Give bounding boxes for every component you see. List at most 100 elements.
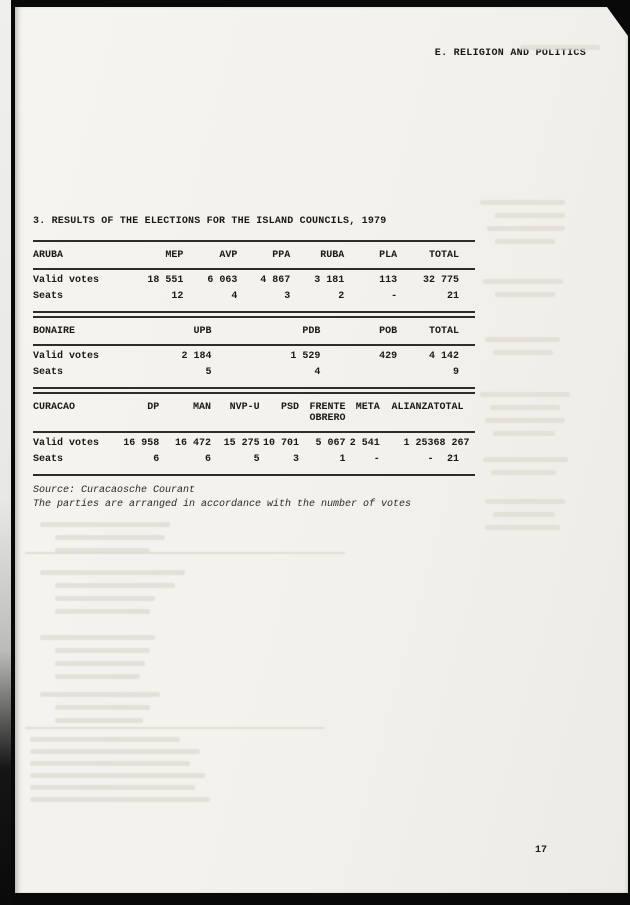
column-header: PSD bbox=[259, 393, 299, 433]
value-cell: 4 867 bbox=[260, 275, 291, 286]
column-header: NVP-U bbox=[211, 393, 260, 433]
page-title: 3. RESULTS OF THE ELECTIONS FOR THE ISLA… bbox=[33, 216, 387, 227]
bleedthrough-smudge bbox=[495, 213, 565, 218]
section-header: E. RELIGION AND POLITICS bbox=[434, 48, 586, 59]
header-row: CURACAO DP MAN NVP-U PSD FRENTE OBRERO META ALI… bbox=[33, 393, 475, 433]
value-cell bbox=[320, 362, 397, 388]
arrangement-note: The parties are arranged in accordance w… bbox=[33, 499, 412, 510]
bleedthrough-smudge bbox=[30, 773, 205, 778]
value-cell: 3 181 bbox=[314, 275, 345, 286]
value-cell: 68 267 bbox=[433, 438, 470, 449]
table-row: Valid votes 2 184 1 529 429 4 142 bbox=[33, 345, 475, 362]
bleedthrough-smudge bbox=[493, 431, 555, 436]
value-cell: 4 bbox=[231, 291, 238, 302]
column-header: MEP bbox=[116, 241, 184, 270]
bleedthrough-smudge bbox=[55, 674, 140, 679]
header-row: BONAIRE UPB PDB POB TOTAL bbox=[33, 317, 475, 346]
value-cell: 5 bbox=[253, 454, 260, 465]
value-cell: 2 184 bbox=[181, 351, 212, 362]
column-header: META bbox=[345, 393, 380, 433]
value-cell: 4 142 bbox=[428, 351, 459, 362]
bleedthrough-smudge bbox=[25, 727, 325, 729]
column-header: DP bbox=[115, 393, 160, 433]
header-row: ARUBA MEP AVP PPA RUBA PLA TOTAL bbox=[33, 241, 475, 270]
adjacent-page-edge bbox=[0, 0, 11, 905]
value-cell: 21 bbox=[446, 291, 459, 302]
bleedthrough-smudge bbox=[30, 785, 195, 790]
results-table-curacao: CURACAO DP MAN NVP-U PSD FRENTE OBRERO META ALI… bbox=[33, 392, 475, 476]
value-cell: 16 958 bbox=[123, 438, 160, 449]
source-note: Source: Curacaosche Courant bbox=[33, 485, 196, 496]
column-header: MAN bbox=[159, 393, 212, 433]
value-cell: 10 701 bbox=[262, 438, 299, 449]
value-cell: - bbox=[427, 454, 434, 465]
value-cell: 16 472 bbox=[175, 438, 212, 449]
tables-container: ARUBA MEP AVP PPA RUBA PLA TOTAL Valid votes 18 … bbox=[33, 240, 475, 479]
column-header: TOTAL bbox=[397, 241, 475, 270]
results-table-aruba: ARUBA MEP AVP PPA RUBA PLA TOTAL Valid votes 18 … bbox=[33, 240, 475, 313]
footnotes: Source: Curacaosche Courant The parties … bbox=[33, 484, 411, 512]
bleedthrough-smudge bbox=[25, 552, 345, 554]
value-cell: 5 bbox=[205, 367, 212, 378]
table-row: Valid votes 16 958 16 472 15 275 10 701 5 067… bbox=[33, 432, 475, 449]
row-label: Seats bbox=[33, 367, 64, 378]
value-cell: 1 529 bbox=[290, 351, 321, 362]
value-cell: - bbox=[391, 291, 398, 302]
value-cell: 6 bbox=[153, 454, 160, 465]
column-header: UPB bbox=[116, 317, 212, 346]
row-label: Seats bbox=[33, 454, 64, 465]
column-header: PDB bbox=[211, 317, 321, 346]
row-label: Valid votes bbox=[33, 351, 100, 362]
bleedthrough-smudge bbox=[485, 337, 560, 342]
value-cell: 1 253 bbox=[403, 438, 434, 449]
region-label: BONAIRE bbox=[33, 317, 116, 346]
bleedthrough-smudge bbox=[40, 522, 170, 527]
row-label: Seats bbox=[33, 291, 64, 302]
value-cell: 5 067 bbox=[315, 438, 346, 449]
table-row: Seats 6 6 5 3 1 - - 21 bbox=[33, 449, 475, 475]
column-header: TOTAL bbox=[397, 317, 475, 346]
bleedthrough-smudge bbox=[483, 457, 568, 462]
value-cell: 2 bbox=[338, 291, 345, 302]
bleedthrough-smudge bbox=[480, 392, 570, 397]
value-cell: 21 bbox=[446, 454, 459, 465]
page-number: 17 bbox=[535, 845, 548, 856]
bleedthrough-smudge bbox=[30, 737, 180, 742]
value-cell: 9 bbox=[452, 367, 459, 378]
bleedthrough-smudge bbox=[480, 200, 565, 205]
column-header: PPA bbox=[237, 241, 291, 270]
value-cell: 6 063 bbox=[207, 275, 238, 286]
value-cell: 1 bbox=[339, 454, 346, 465]
bleedthrough-smudge bbox=[485, 525, 560, 530]
bleedthrough-smudge bbox=[483, 279, 563, 284]
bleedthrough-smudge bbox=[30, 761, 190, 766]
bleedthrough-smudge bbox=[55, 583, 175, 588]
bleedthrough-smudge bbox=[55, 648, 150, 653]
column-header: ALIANZA bbox=[379, 393, 434, 433]
bleedthrough-smudge bbox=[487, 226, 565, 231]
value-cell: 429 bbox=[379, 351, 398, 362]
bleedthrough-smudge bbox=[30, 749, 200, 754]
bleedthrough-smudge bbox=[55, 535, 165, 540]
value-cell: 3 bbox=[292, 454, 299, 465]
bleedthrough-smudge bbox=[520, 45, 600, 50]
bleedthrough-smudge bbox=[495, 292, 555, 297]
value-cell: 32 775 bbox=[422, 275, 459, 286]
bleedthrough-smudge bbox=[30, 797, 210, 802]
column-header: PLA bbox=[344, 241, 398, 270]
bleedthrough-smudge bbox=[491, 470, 556, 475]
value-cell: 4 bbox=[314, 367, 321, 378]
column-header: FRENTE OBRERO bbox=[298, 393, 346, 433]
region-label: CURACAO bbox=[33, 393, 116, 433]
value-cell: - bbox=[373, 454, 380, 465]
bleedthrough-smudge bbox=[55, 705, 150, 710]
table-row: Seats 12 4 3 2 - 21 bbox=[33, 286, 475, 312]
row-label: Valid votes bbox=[33, 275, 100, 286]
row-label: Valid votes bbox=[33, 438, 100, 449]
bleedthrough-smudge bbox=[485, 499, 565, 504]
results-table-bonaire: BONAIRE UPB PDB POB TOTAL Valid votes 2 184 1 5… bbox=[33, 316, 475, 389]
bleedthrough-smudge bbox=[485, 418, 565, 423]
region-label: ARUBA bbox=[33, 241, 116, 270]
column-header: POB bbox=[320, 317, 398, 346]
